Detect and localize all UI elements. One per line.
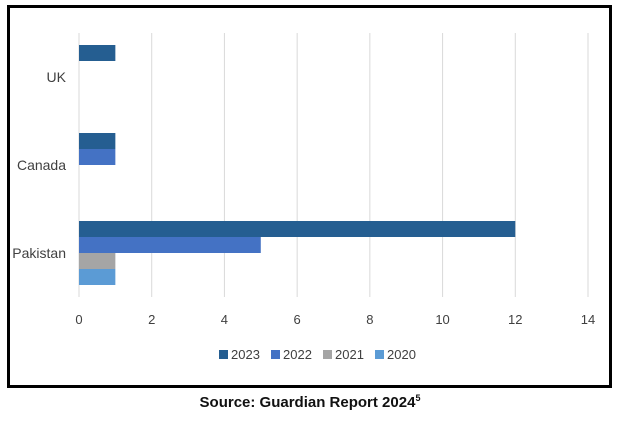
category-label-uk: UK (47, 69, 67, 85)
category-label-pakistan: Pakistan (12, 245, 66, 261)
source-caption: Source: Guardian Report 20245 (0, 393, 620, 411)
bars (79, 45, 516, 285)
x-tick-label: 6 (294, 312, 301, 327)
legend-swatch-2023 (219, 350, 228, 359)
x-tick-label: 14 (581, 312, 595, 327)
legend-swatch-2022 (271, 350, 280, 359)
caption-footnote: 5 (415, 393, 421, 403)
bar-canada-2023 (79, 133, 116, 149)
x-tick-label: 12 (508, 312, 522, 327)
chart-frame (7, 5, 612, 388)
legend-label-2021: 2021 (335, 347, 364, 362)
bar-uk-2023 (79, 45, 116, 61)
x-tick-label: 8 (366, 312, 373, 327)
gridlines (78, 33, 589, 297)
x-axis-ticks: 0 2 4 6 8 10 12 14 (75, 312, 595, 327)
legend-label-2020: 2020 (387, 347, 416, 362)
legend-label-2023: 2023 (231, 347, 260, 362)
bar-pakistan-2022 (79, 237, 261, 253)
x-tick-label: 2 (148, 312, 155, 327)
bar-pakistan-2023 (79, 221, 516, 237)
bar-canada-2022 (79, 149, 116, 165)
legend: 2023 2022 2021 2020 (219, 347, 416, 362)
legend-label-2022: 2022 (283, 347, 312, 362)
bar-pakistan-2021 (79, 253, 116, 269)
x-tick-label: 4 (221, 312, 228, 327)
x-tick-label: 10 (435, 312, 449, 327)
legend-swatch-2020 (375, 350, 384, 359)
bar-pakistan-2020 (79, 269, 116, 285)
category-label-canada: Canada (17, 157, 66, 173)
category-labels: UK Canada Pakistan (12, 69, 66, 261)
x-tick-label: 0 (75, 312, 82, 327)
legend-swatch-2021 (323, 350, 332, 359)
caption-text: Source: Guardian Report 2024 (199, 394, 416, 411)
